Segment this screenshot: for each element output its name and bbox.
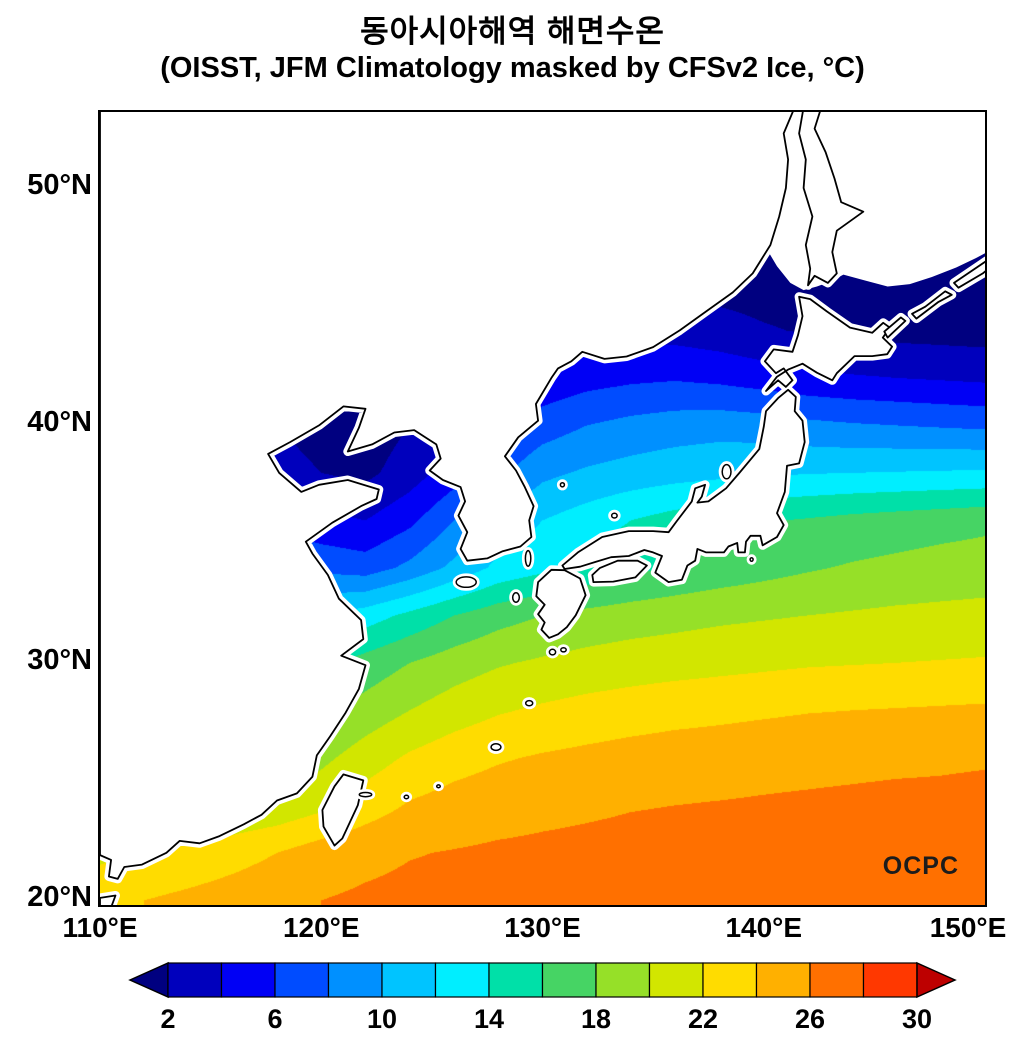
island-jeju [455,576,477,589]
island-izu-oshima [749,557,754,562]
island-okinawa [490,743,502,752]
y-axis-tick-30: 30°N [27,643,92,676]
figure-subtitle: (OISST, JFM Climatology masked by CFSv2 … [160,52,865,84]
island-oki [610,512,618,519]
colorbar-segment-6-8 [274,962,330,998]
x-axis-tick-150: 150°E [929,912,1007,943]
ocpc-watermark: OCPC [882,852,959,880]
colorbar-tick-label-30: 30 [901,1004,933,1034]
x-axis-tick-110: 110°E [62,912,138,943]
coastline-kyushu [535,568,587,639]
coastline-taiwan [321,773,365,847]
coastline-urup [953,260,985,289]
colorbar-segment-24-26 [755,962,811,998]
colorbar-segment-28-30 [862,962,918,998]
x-axis-tick-140: 140°E [725,912,803,943]
island-goto [511,592,521,603]
x-axis-tick-130: 130°E [504,912,581,943]
coastline-hokkaido [764,295,893,392]
colorbar-tick-label-22: 22 [687,1004,719,1034]
colorbar-tick-label-14: 14 [473,1004,505,1034]
island-tanegashima [560,646,567,653]
y-axis-tick-20: 20°N [27,881,92,914]
colorbar-left-arrow [128,961,169,999]
island-yaeyama [358,791,373,798]
colorbar-segment-10-12 [381,962,437,998]
colorbar-segment-2-4 [167,962,223,998]
y-axis-tick-50: 50°N [27,168,92,201]
island-miyako [403,794,410,800]
island-amami [524,699,534,707]
island-yakushima [548,648,557,656]
coastline-shikoku [591,559,648,583]
figure-title: 동아시아해역 해면수온 [360,14,665,49]
island-sado [721,463,732,480]
colorbar-segment-12-14 [434,962,490,998]
colorbar-segment-22-24 [702,962,758,998]
y-axis-tick-40: 40°N [27,406,92,439]
colorbar-tick-label-18: 18 [580,1004,612,1034]
colorbar-tick-label-6: 6 [267,1004,283,1034]
colorbar-segment-14-16 [488,962,544,998]
colorbar-tick-label-10: 10 [366,1004,398,1034]
coastline-iturup [911,290,953,320]
colorbar [128,961,957,999]
coastline-honshu [561,388,806,583]
ice-mask [761,112,985,291]
colorbar-tick-label-26: 26 [794,1004,826,1034]
coastline-overlay [100,112,985,905]
colorbar-segment-26-28 [809,962,865,998]
coastline-kunashir [883,316,907,339]
coastline-hainan-corner [100,894,117,905]
colorbar-segment-8-10 [327,962,383,998]
colorbar-segment-16-18 [541,962,597,998]
colorbar-segment-18-20 [595,962,651,998]
map-plot: OCPC [98,110,987,907]
colorbar-segment-4-6 [220,962,276,998]
coastline-sakhalin [798,112,865,287]
colorbar-segment-20-22 [648,962,704,998]
colorbar-tick-label-2: 2 [160,1004,176,1034]
island-tsushima [524,549,532,567]
colorbar-right-arrow [916,961,957,999]
coastline-asia-mainland [100,112,794,880]
island-kume [435,784,442,789]
x-axis-tick-120: 120°E [282,912,360,943]
island-ulleung [559,481,566,488]
